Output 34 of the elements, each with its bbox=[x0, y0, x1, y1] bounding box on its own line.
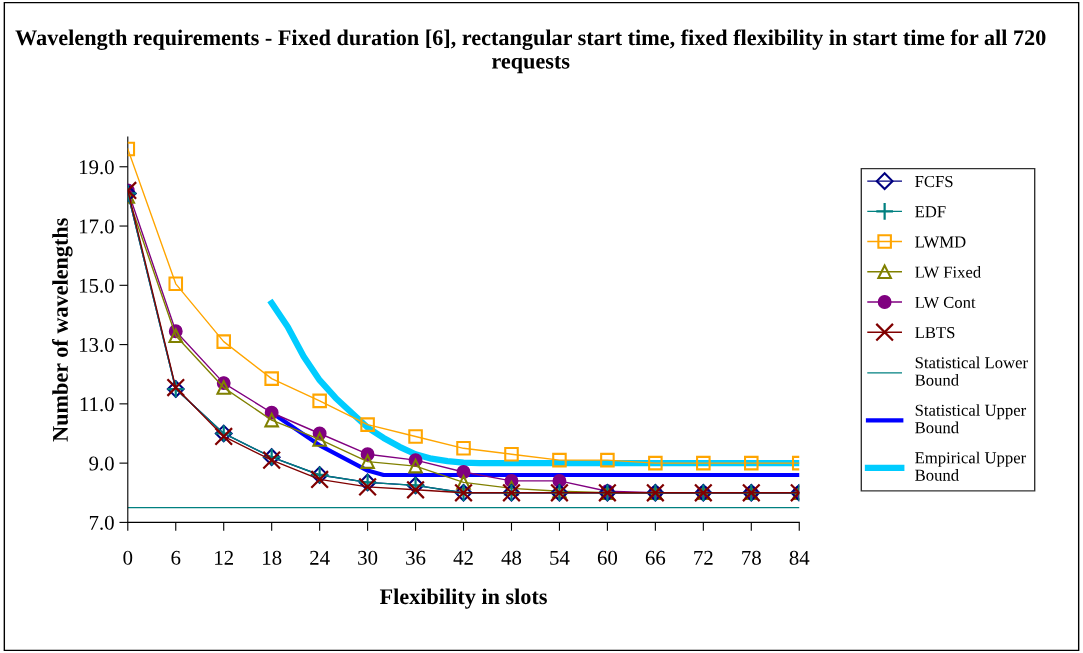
chart-title: Wavelength requirements - Fixed duration [6], rectangular start time, fixed flexibility in start time for all 720 requests bbox=[15, 29, 1046, 74]
x-tick-label: 72 bbox=[694, 550, 713, 565]
x-tick-label: 30 bbox=[358, 550, 378, 565]
x-tick-label: 54 bbox=[550, 550, 570, 565]
legend-label: LW Fixed bbox=[915, 266, 981, 278]
x-tick-label: 24 bbox=[310, 550, 330, 565]
legend-label: EDF bbox=[915, 206, 946, 218]
legend-label: LW Cont bbox=[915, 296, 976, 309]
y-tick-label: 19.0 bbox=[79, 160, 114, 175]
y-tick-label: 9.0 bbox=[89, 456, 114, 471]
x-tick-label: 0 bbox=[123, 550, 133, 565]
x-tick-label: 42 bbox=[453, 550, 473, 565]
x-tick-label: 36 bbox=[406, 550, 426, 565]
y-tick-label: 7.0 bbox=[89, 515, 114, 530]
legend-label: Statistical Lower Bound bbox=[915, 356, 1028, 386]
x-tick-label: 60 bbox=[597, 550, 618, 565]
x-tick-label: 78 bbox=[742, 550, 761, 565]
y-tick-label: 17.0 bbox=[79, 219, 114, 234]
x-tick-label: 12 bbox=[215, 550, 233, 565]
x-tick-label: 84 bbox=[789, 550, 810, 565]
x-tick-label: 66 bbox=[645, 550, 666, 565]
y-tick-label: 13.0 bbox=[79, 337, 114, 353]
x-tick-label: 18 bbox=[263, 550, 282, 565]
legend-label: LBTS bbox=[915, 327, 955, 339]
x-tick-label: 48 bbox=[501, 550, 522, 565]
legend-label: Statistical Upper Bound bbox=[915, 404, 1027, 434]
x-tick-label: 6 bbox=[171, 550, 181, 565]
y-axis-title: Number of wavelengths bbox=[52, 218, 73, 442]
legend-label: Empirical Upper Bound bbox=[915, 451, 1027, 481]
legend-label: LWMD bbox=[915, 236, 966, 248]
y-tick-label: 11.0 bbox=[80, 397, 114, 412]
y-tick-label: 15.0 bbox=[79, 278, 114, 293]
legend-label: FCFS bbox=[915, 175, 953, 188]
x-axis-title: Flexibility in slots bbox=[379, 588, 547, 609]
